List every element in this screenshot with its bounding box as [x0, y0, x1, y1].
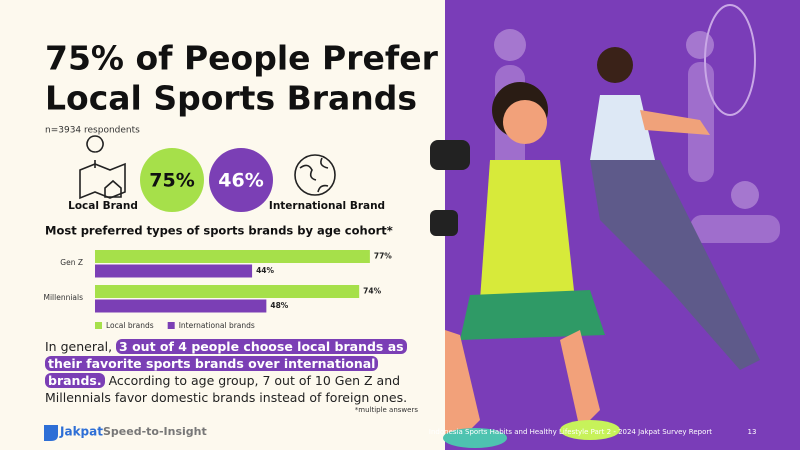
value-label: 44%	[256, 266, 274, 275]
y-tick-label: Gen Z	[60, 258, 83, 267]
value-label: 74%	[363, 287, 381, 296]
legend-label: Local brands	[106, 321, 154, 330]
map-icon	[79, 135, 126, 200]
title-line: 75% of People Prefer	[45, 39, 439, 78]
stat-circle	[140, 148, 204, 212]
illustration	[430, 0, 800, 450]
stat-value: 46%	[218, 170, 263, 192]
title-line: Local Sports Brands	[45, 79, 417, 118]
stat-label: Local Brand	[68, 200, 138, 212]
bar	[95, 299, 267, 313]
value-label: 77%	[374, 252, 392, 261]
body-text: In general, 3 out of 4 people choose loc…	[45, 338, 415, 406]
report-title: Indonesia Sports Habits and Healthy Life…	[429, 428, 712, 436]
sample-size: n=3934 respondents	[45, 126, 140, 136]
y-tick-label: Millennials	[43, 293, 83, 302]
bar	[95, 250, 370, 263]
legend-swatch	[95, 322, 102, 329]
value-label: 48%	[270, 301, 288, 310]
page-number: 13	[748, 428, 757, 436]
globe-icon	[294, 154, 336, 196]
body-rest: According to age group, 7 out of 10 Gen …	[45, 373, 408, 405]
bar	[95, 285, 360, 298]
note: *multiple answers	[355, 406, 419, 414]
logo	[44, 425, 58, 441]
stat-value: 75%	[149, 170, 194, 192]
legend-swatch	[167, 322, 175, 329]
bar	[95, 264, 253, 278]
stat-circle	[209, 148, 273, 212]
stat-label: International Brand	[269, 200, 385, 212]
tagline: Speed-to-Insight	[103, 425, 207, 438]
body-lead: In general,	[45, 339, 117, 354]
brand: Jakpat	[59, 425, 103, 439]
legend-label: International brands	[179, 321, 255, 330]
chart-title: Most preferred types of sports brands by…	[45, 224, 393, 238]
